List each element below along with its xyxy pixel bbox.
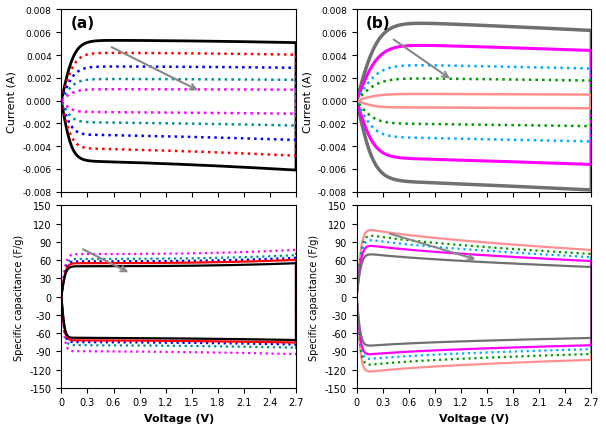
Y-axis label: Specific capacitance (F/g): Specific capacitance (F/g) — [309, 234, 319, 360]
Y-axis label: Current (A): Current (A) — [7, 71, 17, 132]
Text: (a): (a) — [71, 16, 95, 31]
Text: (b): (b) — [366, 16, 391, 31]
Y-axis label: Specific capacitance (F/g): Specific capacitance (F/g) — [14, 234, 24, 360]
X-axis label: Voltage (V): Voltage (V) — [144, 413, 214, 423]
Y-axis label: Current (A): Current (A) — [302, 71, 312, 132]
X-axis label: Voltage (V): Voltage (V) — [439, 413, 509, 423]
